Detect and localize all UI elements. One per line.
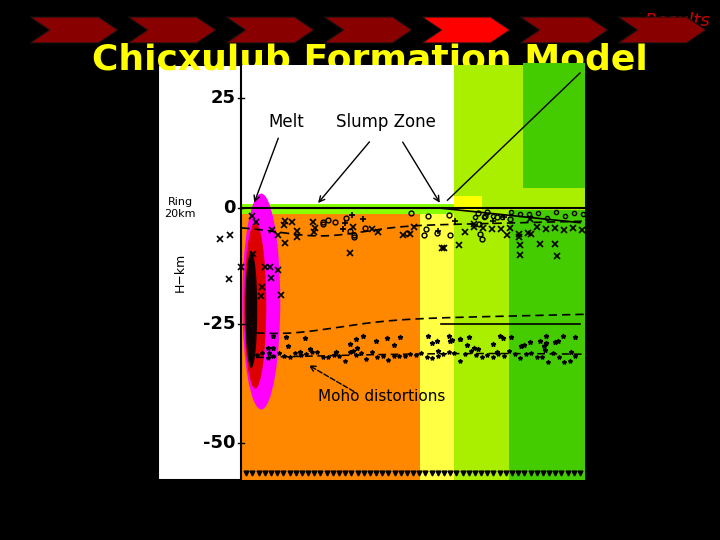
Bar	[241, 65, 585, 480]
Text: Melt: Melt	[269, 113, 304, 131]
Bar	[420, 65, 454, 480]
Text: -25: -25	[203, 315, 235, 333]
Bar	[454, 65, 509, 480]
Text: Ring
20km: Ring 20km	[164, 198, 196, 219]
Polygon shape	[618, 17, 706, 43]
Text: Slump Zone: Slump Zone	[336, 113, 436, 131]
Text: Chicxulub Formation Model: Chicxulub Formation Model	[92, 42, 648, 76]
Bar	[482, 65, 585, 210]
Text: -50: -50	[203, 434, 235, 451]
Ellipse shape	[246, 252, 257, 368]
Polygon shape	[324, 17, 412, 43]
Text: 0: 0	[222, 199, 235, 217]
Ellipse shape	[242, 194, 280, 409]
Polygon shape	[226, 17, 314, 43]
Bar	[158, 65, 585, 480]
Bar	[454, 196, 482, 210]
Polygon shape	[520, 17, 608, 43]
Bar	[523, 63, 585, 188]
Polygon shape	[128, 17, 216, 43]
Text: Moho distortions: Moho distortions	[318, 389, 445, 404]
Text: 25: 25	[210, 89, 235, 107]
Bar	[509, 65, 585, 480]
Text: H−km: H−km	[174, 253, 186, 292]
Polygon shape	[422, 17, 510, 43]
Polygon shape	[30, 17, 118, 43]
Ellipse shape	[244, 222, 266, 389]
Bar	[241, 65, 454, 208]
Bar	[241, 204, 454, 214]
Text: Results: Results	[644, 12, 710, 30]
